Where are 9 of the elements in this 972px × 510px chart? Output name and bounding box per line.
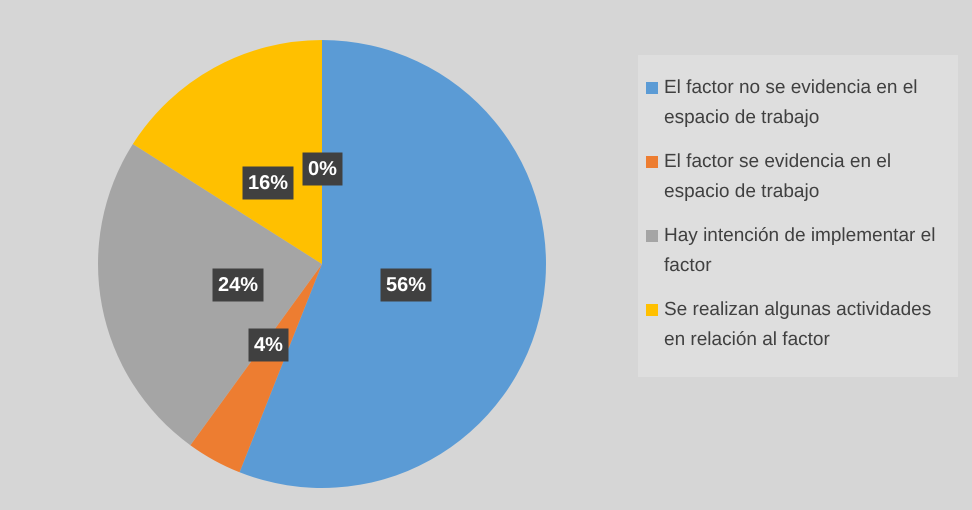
legend-label: El factor no se evidencia en el espacio de trabajo (664, 76, 918, 130)
text: 0% (308, 158, 337, 180)
legend-label: Se realizan algunas actividades en relación al factor (664, 298, 932, 352)
data-label: 4% (254, 334, 284, 356)
data-label: 56% (386, 274, 426, 296)
data-label: 16% (248, 172, 288, 194)
legend-label: Hay intención de implementar el factor (664, 224, 936, 278)
legend-label: El factor se evidencia en el espacio de trabajo (664, 150, 892, 204)
data-label: 24% (218, 274, 258, 296)
